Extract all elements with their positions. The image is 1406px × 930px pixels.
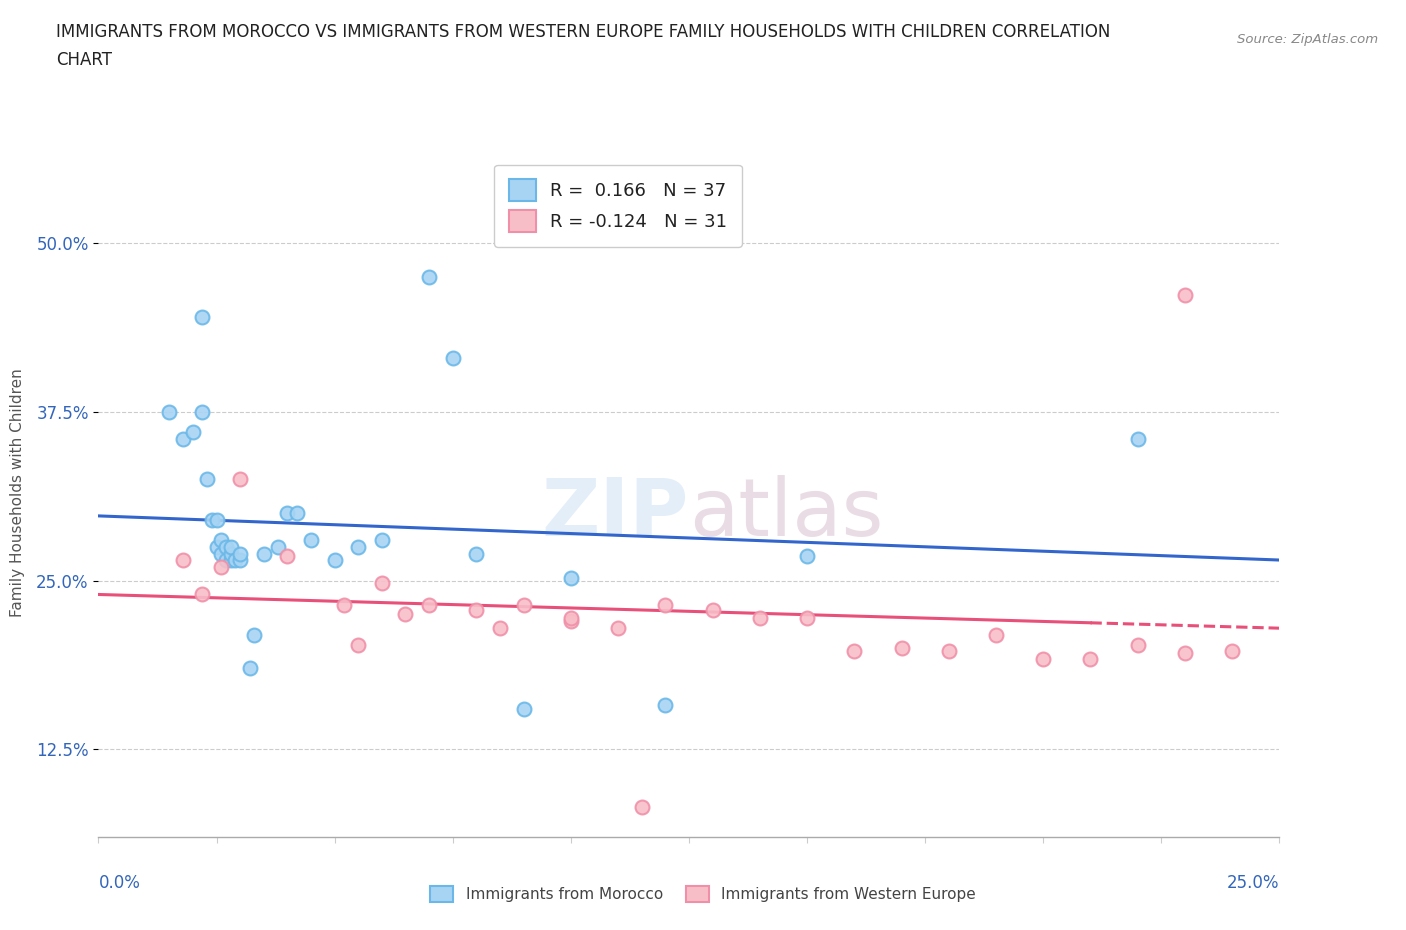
Point — [195, 472, 218, 486]
Point — [1032, 651, 1054, 666]
Point — [1174, 287, 1197, 302]
Point — [201, 512, 224, 527]
Point — [654, 698, 676, 712]
Text: Source: ZipAtlas.com: Source: ZipAtlas.com — [1237, 33, 1378, 46]
Point — [229, 472, 252, 486]
Point — [418, 597, 440, 612]
Point — [371, 576, 394, 591]
Point — [299, 533, 322, 548]
Point — [630, 800, 652, 815]
Point — [215, 539, 238, 554]
Point — [890, 641, 912, 656]
Point — [512, 701, 534, 716]
Point — [1080, 651, 1102, 666]
Point — [333, 597, 356, 612]
Point — [654, 597, 676, 612]
Point — [215, 553, 238, 568]
Text: IMMIGRANTS FROM MOROCCO VS IMMIGRANTS FROM WESTERN EUROPE FAMILY HOUSEHOLDS WITH: IMMIGRANTS FROM MOROCCO VS IMMIGRANTS FR… — [56, 23, 1111, 41]
Text: CHART: CHART — [56, 51, 112, 69]
Point — [465, 603, 488, 618]
Point — [394, 607, 416, 622]
Point — [239, 661, 262, 676]
Point — [219, 546, 242, 561]
Point — [465, 546, 488, 561]
Point — [172, 553, 194, 568]
Point — [560, 614, 582, 629]
Point — [796, 611, 818, 626]
Point — [219, 539, 242, 554]
Point — [1126, 638, 1149, 653]
Point — [441, 351, 464, 365]
Point — [172, 432, 194, 446]
Point — [209, 533, 232, 548]
Point — [285, 506, 308, 521]
Point — [418, 270, 440, 285]
Point — [844, 644, 866, 658]
Point — [560, 611, 582, 626]
Point — [347, 638, 370, 653]
Point — [209, 546, 232, 561]
Point — [276, 506, 298, 521]
Point — [229, 546, 252, 561]
Point — [191, 405, 214, 419]
Point — [229, 553, 252, 568]
Point — [219, 553, 242, 568]
Point — [267, 539, 290, 554]
Point — [253, 546, 276, 561]
Point — [205, 512, 228, 527]
Text: ZIP: ZIP — [541, 474, 689, 552]
Point — [938, 644, 960, 658]
Text: atlas: atlas — [689, 474, 883, 552]
Point — [371, 533, 394, 548]
Point — [276, 549, 298, 564]
Point — [1220, 644, 1243, 658]
Text: 0.0%: 0.0% — [98, 874, 141, 892]
Point — [560, 570, 582, 585]
Point — [157, 405, 180, 419]
Point — [512, 597, 534, 612]
Point — [1126, 432, 1149, 446]
Point — [607, 620, 630, 635]
Point — [748, 611, 770, 626]
Legend: R =  0.166   N = 37, R = -0.124   N = 31: R = 0.166 N = 37, R = -0.124 N = 31 — [495, 165, 742, 246]
Point — [209, 560, 232, 575]
Point — [323, 553, 346, 568]
Point — [984, 627, 1007, 642]
Point — [489, 620, 512, 635]
Point — [243, 627, 266, 642]
Point — [347, 539, 370, 554]
Legend: Immigrants from Morocco, Immigrants from Western Europe: Immigrants from Morocco, Immigrants from… — [425, 880, 981, 909]
Text: 25.0%: 25.0% — [1227, 874, 1279, 892]
Y-axis label: Family Households with Children: Family Households with Children — [10, 368, 25, 618]
Point — [702, 603, 724, 618]
Point — [1174, 646, 1197, 661]
Point — [224, 553, 246, 568]
Point — [181, 425, 204, 440]
Point — [191, 310, 214, 325]
Point — [191, 587, 214, 602]
Point — [205, 539, 228, 554]
Point — [796, 549, 818, 564]
